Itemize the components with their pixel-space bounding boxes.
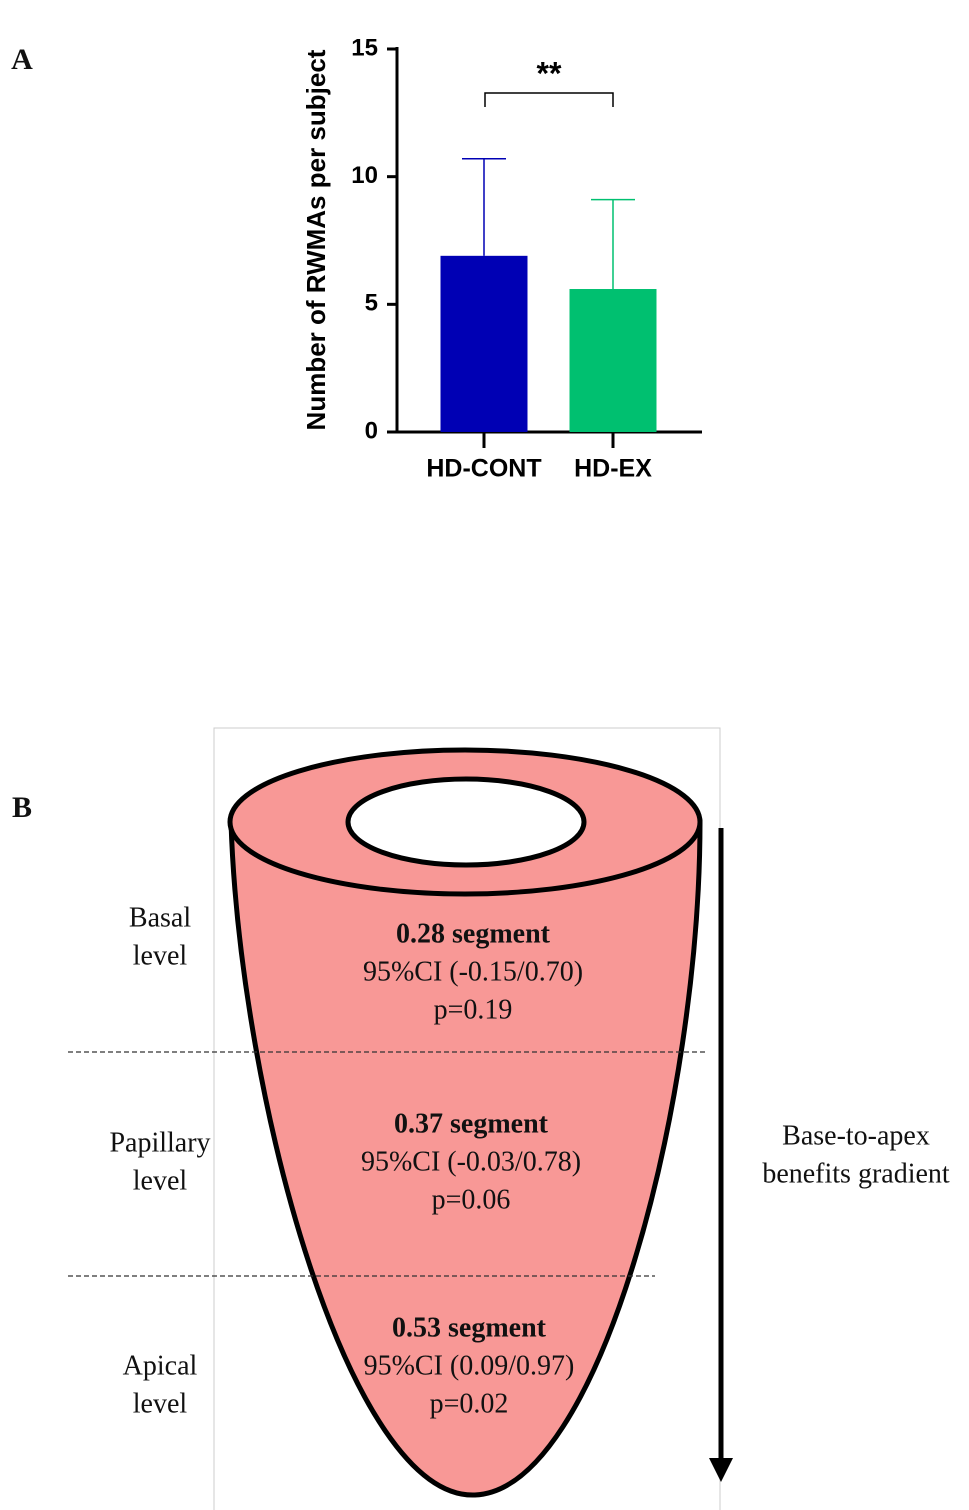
confidence-interval: 95%CI (-0.03/0.78) — [361, 1146, 581, 1177]
level-name: level — [133, 1388, 188, 1419]
x-tick-label: HD-CONT — [426, 455, 541, 483]
bar-chart: 0 5 10 15 HD-CONT HD-EX ** — [351, 34, 657, 483]
y-tick-label: 10 — [351, 162, 378, 189]
arrow-head — [709, 1458, 733, 1482]
p-value: p=0.19 — [434, 994, 513, 1025]
level-name: Basal — [129, 902, 191, 933]
y-axis-label: Number of RWMAs per subject — [301, 49, 331, 430]
significance-bracket — [484, 92, 614, 107]
level-name: Papillary — [109, 1127, 210, 1158]
gradient-label: Base-to-apex — [782, 1120, 930, 1151]
panel-label: A — [11, 43, 33, 76]
y-tick-label: 5 — [365, 290, 378, 317]
estimate: 0.28 segment — [396, 918, 551, 949]
levels: Basal level 0.28 segment 95%CI (-0.15/0.70)… — [109, 902, 583, 1419]
significance-label: ** — [537, 55, 562, 91]
level-name: level — [133, 1165, 188, 1196]
gradient-label: benefits gradient — [762, 1158, 950, 1189]
bar — [440, 255, 528, 432]
confidence-interval: 95%CI (-0.15/0.70) — [363, 956, 583, 987]
level-name: Apical — [123, 1350, 198, 1381]
heart-body — [228, 819, 703, 1498]
bar — [569, 289, 657, 432]
estimate: 0.37 segment — [394, 1108, 549, 1139]
y-tick-label: 0 — [365, 417, 378, 444]
p-value: p=0.02 — [430, 1388, 509, 1419]
heart-cavity — [345, 776, 587, 868]
level-name: level — [133, 940, 188, 971]
x-tick-label: HD-EX — [574, 455, 652, 483]
panel-label: B — [12, 791, 32, 824]
y-tick-label: 15 — [351, 34, 378, 61]
estimate: 0.53 segment — [392, 1312, 547, 1343]
confidence-interval: 95%CI (0.09/0.97) — [364, 1350, 575, 1381]
p-value: p=0.06 — [432, 1184, 511, 1215]
